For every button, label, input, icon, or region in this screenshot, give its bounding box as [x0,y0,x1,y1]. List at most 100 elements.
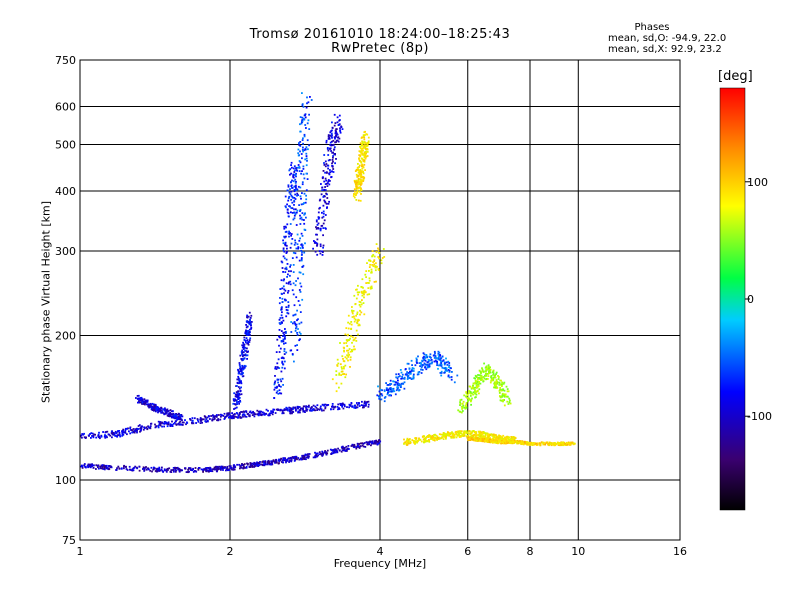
data-point [296,243,299,246]
data-point [407,362,410,365]
data-point [238,362,241,364]
data-point [204,468,206,471]
data-point [328,136,331,139]
data-point [132,469,135,472]
data-point [368,443,370,446]
data-point [322,244,325,247]
data-point [355,179,358,182]
data-point [358,443,360,445]
data-point [181,421,184,424]
data-point [551,443,554,446]
data-point [510,436,513,438]
data-point [172,469,174,471]
data-point [313,240,315,242]
data-point [164,408,167,411]
data-point [300,197,302,200]
data-point [150,423,152,425]
data-point [355,199,358,201]
data-point [279,392,281,395]
data-point [325,192,327,195]
data-point [283,337,286,340]
data-point [300,203,303,206]
data-point [299,130,302,133]
data-point [245,337,248,339]
data-point [501,388,504,391]
data-point [501,381,503,384]
data-point [149,427,152,430]
data-point [396,382,399,384]
data-point [500,383,503,386]
data-point [289,456,292,459]
data-point [387,392,389,394]
data-point [226,465,229,468]
data-point [378,257,380,260]
data-point [471,431,473,434]
data-point [283,292,285,295]
data-point [96,465,99,467]
data-point [468,398,471,401]
data-point [282,409,285,412]
data-point [410,359,413,362]
data-point [290,242,293,245]
data-point [299,116,302,118]
data-point [247,332,249,335]
data-point [250,314,253,317]
y-tick-label: 200 [55,330,76,343]
data-point [397,375,400,378]
data-point [292,173,295,176]
data-point [446,433,449,436]
data-point [283,360,286,363]
data-point [403,443,405,445]
data-point [450,432,452,434]
data-point [476,437,479,439]
data-point [284,241,287,244]
data-point [293,204,295,206]
data-point [323,180,326,183]
data-point [355,297,358,300]
data-point [329,141,332,144]
data-point [138,401,141,404]
data-point [273,397,276,399]
data-point [277,409,279,411]
data-point [322,222,325,225]
data-point [345,357,348,360]
data-point [402,377,404,380]
data-point [289,274,291,277]
data-point [294,178,297,181]
data-point [181,419,183,422]
data-point [238,463,240,466]
data-point [300,257,303,259]
data-point [373,259,376,262]
data-point [239,365,241,368]
data-point [368,259,370,262]
data-point [480,379,482,381]
data-point [411,364,413,366]
data-point [103,464,105,467]
data-point [161,466,163,469]
data-point [295,172,297,175]
data-point [188,470,190,473]
data-point [227,469,229,472]
data-point [460,432,462,434]
data-point [347,445,350,447]
data-point [297,328,299,330]
data-point [264,461,267,463]
data-point [465,402,468,404]
data-point [249,320,251,323]
data-point [391,388,394,390]
data-point [333,148,335,151]
data-points-layer [79,92,576,474]
data-point [81,436,83,439]
data-point [279,378,282,381]
data-point [278,367,281,369]
data-point [100,435,103,438]
x-tick-label: 6 [464,545,471,558]
data-point [478,392,480,395]
data-point [113,433,116,435]
data-point [367,442,369,444]
data-point [224,467,226,469]
data-point [330,144,333,147]
data-point [358,154,361,157]
data-point [284,335,286,338]
data-point [417,371,420,374]
